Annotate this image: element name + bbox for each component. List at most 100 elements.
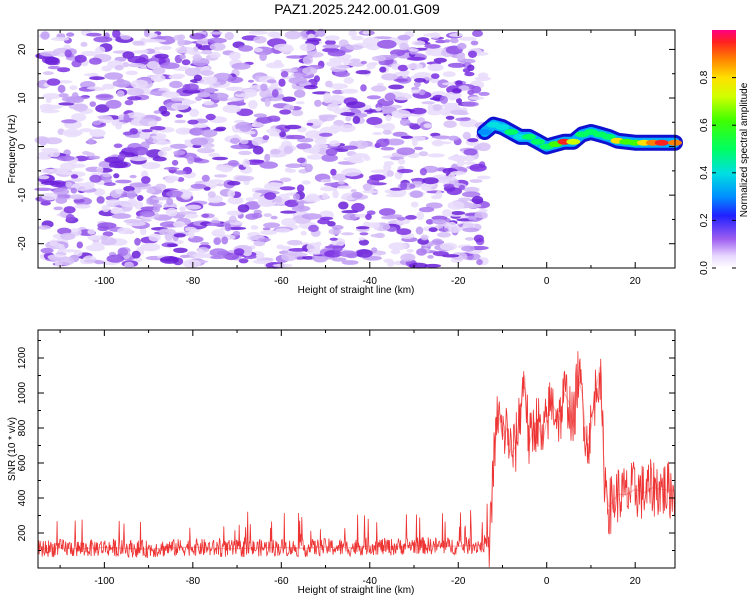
noise-speckle xyxy=(208,179,225,184)
noise-speckle xyxy=(264,98,271,107)
noise-speckle xyxy=(297,137,314,143)
noise-speckle xyxy=(34,187,53,191)
noise-speckle xyxy=(332,245,343,252)
noise-speckle xyxy=(400,253,416,262)
noise-speckle xyxy=(95,46,106,54)
noise-speckle xyxy=(252,259,273,264)
y-tick-label: 0 xyxy=(17,143,28,149)
noise-speckle xyxy=(321,192,329,201)
noise-speckle xyxy=(279,109,292,115)
noise-speckle xyxy=(264,192,277,200)
noise-speckle xyxy=(120,35,132,40)
noise-speckle xyxy=(463,161,477,165)
noise-speckle xyxy=(88,155,101,160)
noise-speckle xyxy=(134,237,141,246)
noise-speckle xyxy=(372,131,383,136)
noise-speckle xyxy=(254,189,273,194)
noise-speckle xyxy=(360,84,367,92)
noise-speckle xyxy=(301,213,322,220)
noise-speckle xyxy=(288,77,308,85)
snr-background xyxy=(38,330,675,568)
noise-speckle xyxy=(201,49,213,55)
noise-speckle xyxy=(279,177,292,183)
noise-speckle xyxy=(410,201,419,208)
noise-speckle xyxy=(169,80,183,89)
noise-speckle xyxy=(250,225,259,230)
noise-speckle xyxy=(472,30,483,37)
noise-speckle xyxy=(343,77,354,84)
noise-speckle xyxy=(303,85,318,90)
noise-speckle xyxy=(462,68,471,73)
noise-speckle xyxy=(60,249,79,253)
noise-speckle xyxy=(339,250,358,258)
noise-speckle xyxy=(476,142,491,152)
noise-speckle xyxy=(175,46,195,54)
noise-speckle xyxy=(157,150,167,157)
noise-speckle xyxy=(314,99,322,107)
colorbar-tick-label: 0.0 xyxy=(699,261,710,275)
noise-speckle xyxy=(201,174,210,182)
noise-speckle xyxy=(127,63,145,68)
noise-speckle xyxy=(410,135,426,142)
noise-speckle xyxy=(328,228,342,235)
noise-speckle xyxy=(263,213,272,218)
noise-speckle xyxy=(171,102,189,111)
noise-speckle xyxy=(388,242,408,251)
noise-speckle xyxy=(433,141,452,145)
noise-speckle xyxy=(215,164,234,172)
noise-speckle xyxy=(81,50,99,57)
noise-speckle xyxy=(192,54,202,61)
noise-speckle xyxy=(228,215,237,224)
chart-title: PAZ1.2025.242.00.01.G09 xyxy=(274,1,440,17)
noise-speckle xyxy=(96,196,105,204)
noise-speckle xyxy=(89,57,102,65)
noise-speckle xyxy=(259,89,273,99)
x-tick-label: 20 xyxy=(630,576,642,587)
noise-speckle xyxy=(313,75,320,83)
noise-speckle xyxy=(406,249,414,253)
y-tick-label: 800 xyxy=(17,419,28,436)
noise-speckle xyxy=(371,85,387,92)
noise-speckle xyxy=(279,186,296,191)
noise-speckle xyxy=(160,62,180,69)
noise-speckle xyxy=(111,213,132,219)
noise-speckle xyxy=(86,32,102,37)
noise-speckle xyxy=(406,56,426,61)
noise-speckle xyxy=(115,179,132,184)
noise-speckle xyxy=(129,174,137,179)
noise-speckle xyxy=(337,185,352,190)
y-tick-label: -10 xyxy=(17,187,28,202)
noise-speckle xyxy=(39,150,54,159)
noise-speckle xyxy=(263,222,281,228)
noise-speckle xyxy=(251,159,265,163)
noise-speckle xyxy=(197,248,204,258)
noise-speckle xyxy=(324,39,336,46)
noise-speckle xyxy=(296,157,306,164)
noise-speckle xyxy=(42,93,61,100)
noise-speckle xyxy=(161,91,180,98)
noise-speckle xyxy=(155,183,167,190)
noise-speckle xyxy=(184,226,197,232)
noise-speckle xyxy=(195,96,202,101)
x-tick-label: -40 xyxy=(363,576,378,587)
noise-speckle xyxy=(425,202,443,209)
noise-speckle xyxy=(224,223,232,232)
noise-speckle xyxy=(95,104,110,113)
noise-speckle xyxy=(103,182,116,187)
noise-speckle xyxy=(331,257,347,262)
noise-speckle xyxy=(140,210,155,218)
noise-speckle xyxy=(451,88,462,94)
noise-speckle xyxy=(325,148,338,156)
x-tick-label: -60 xyxy=(274,576,289,587)
noise-speckle xyxy=(348,30,357,37)
noise-speckle xyxy=(443,183,455,188)
noise-speckle xyxy=(462,131,471,140)
noise-speckle xyxy=(449,33,464,37)
noise-speckle xyxy=(189,108,200,117)
noise-speckle xyxy=(430,63,442,71)
signal-trace-point xyxy=(654,139,669,146)
noise-speckle xyxy=(232,230,241,236)
noise-speckle xyxy=(462,227,480,233)
noise-speckle xyxy=(375,232,385,239)
noise-speckle xyxy=(101,65,112,72)
